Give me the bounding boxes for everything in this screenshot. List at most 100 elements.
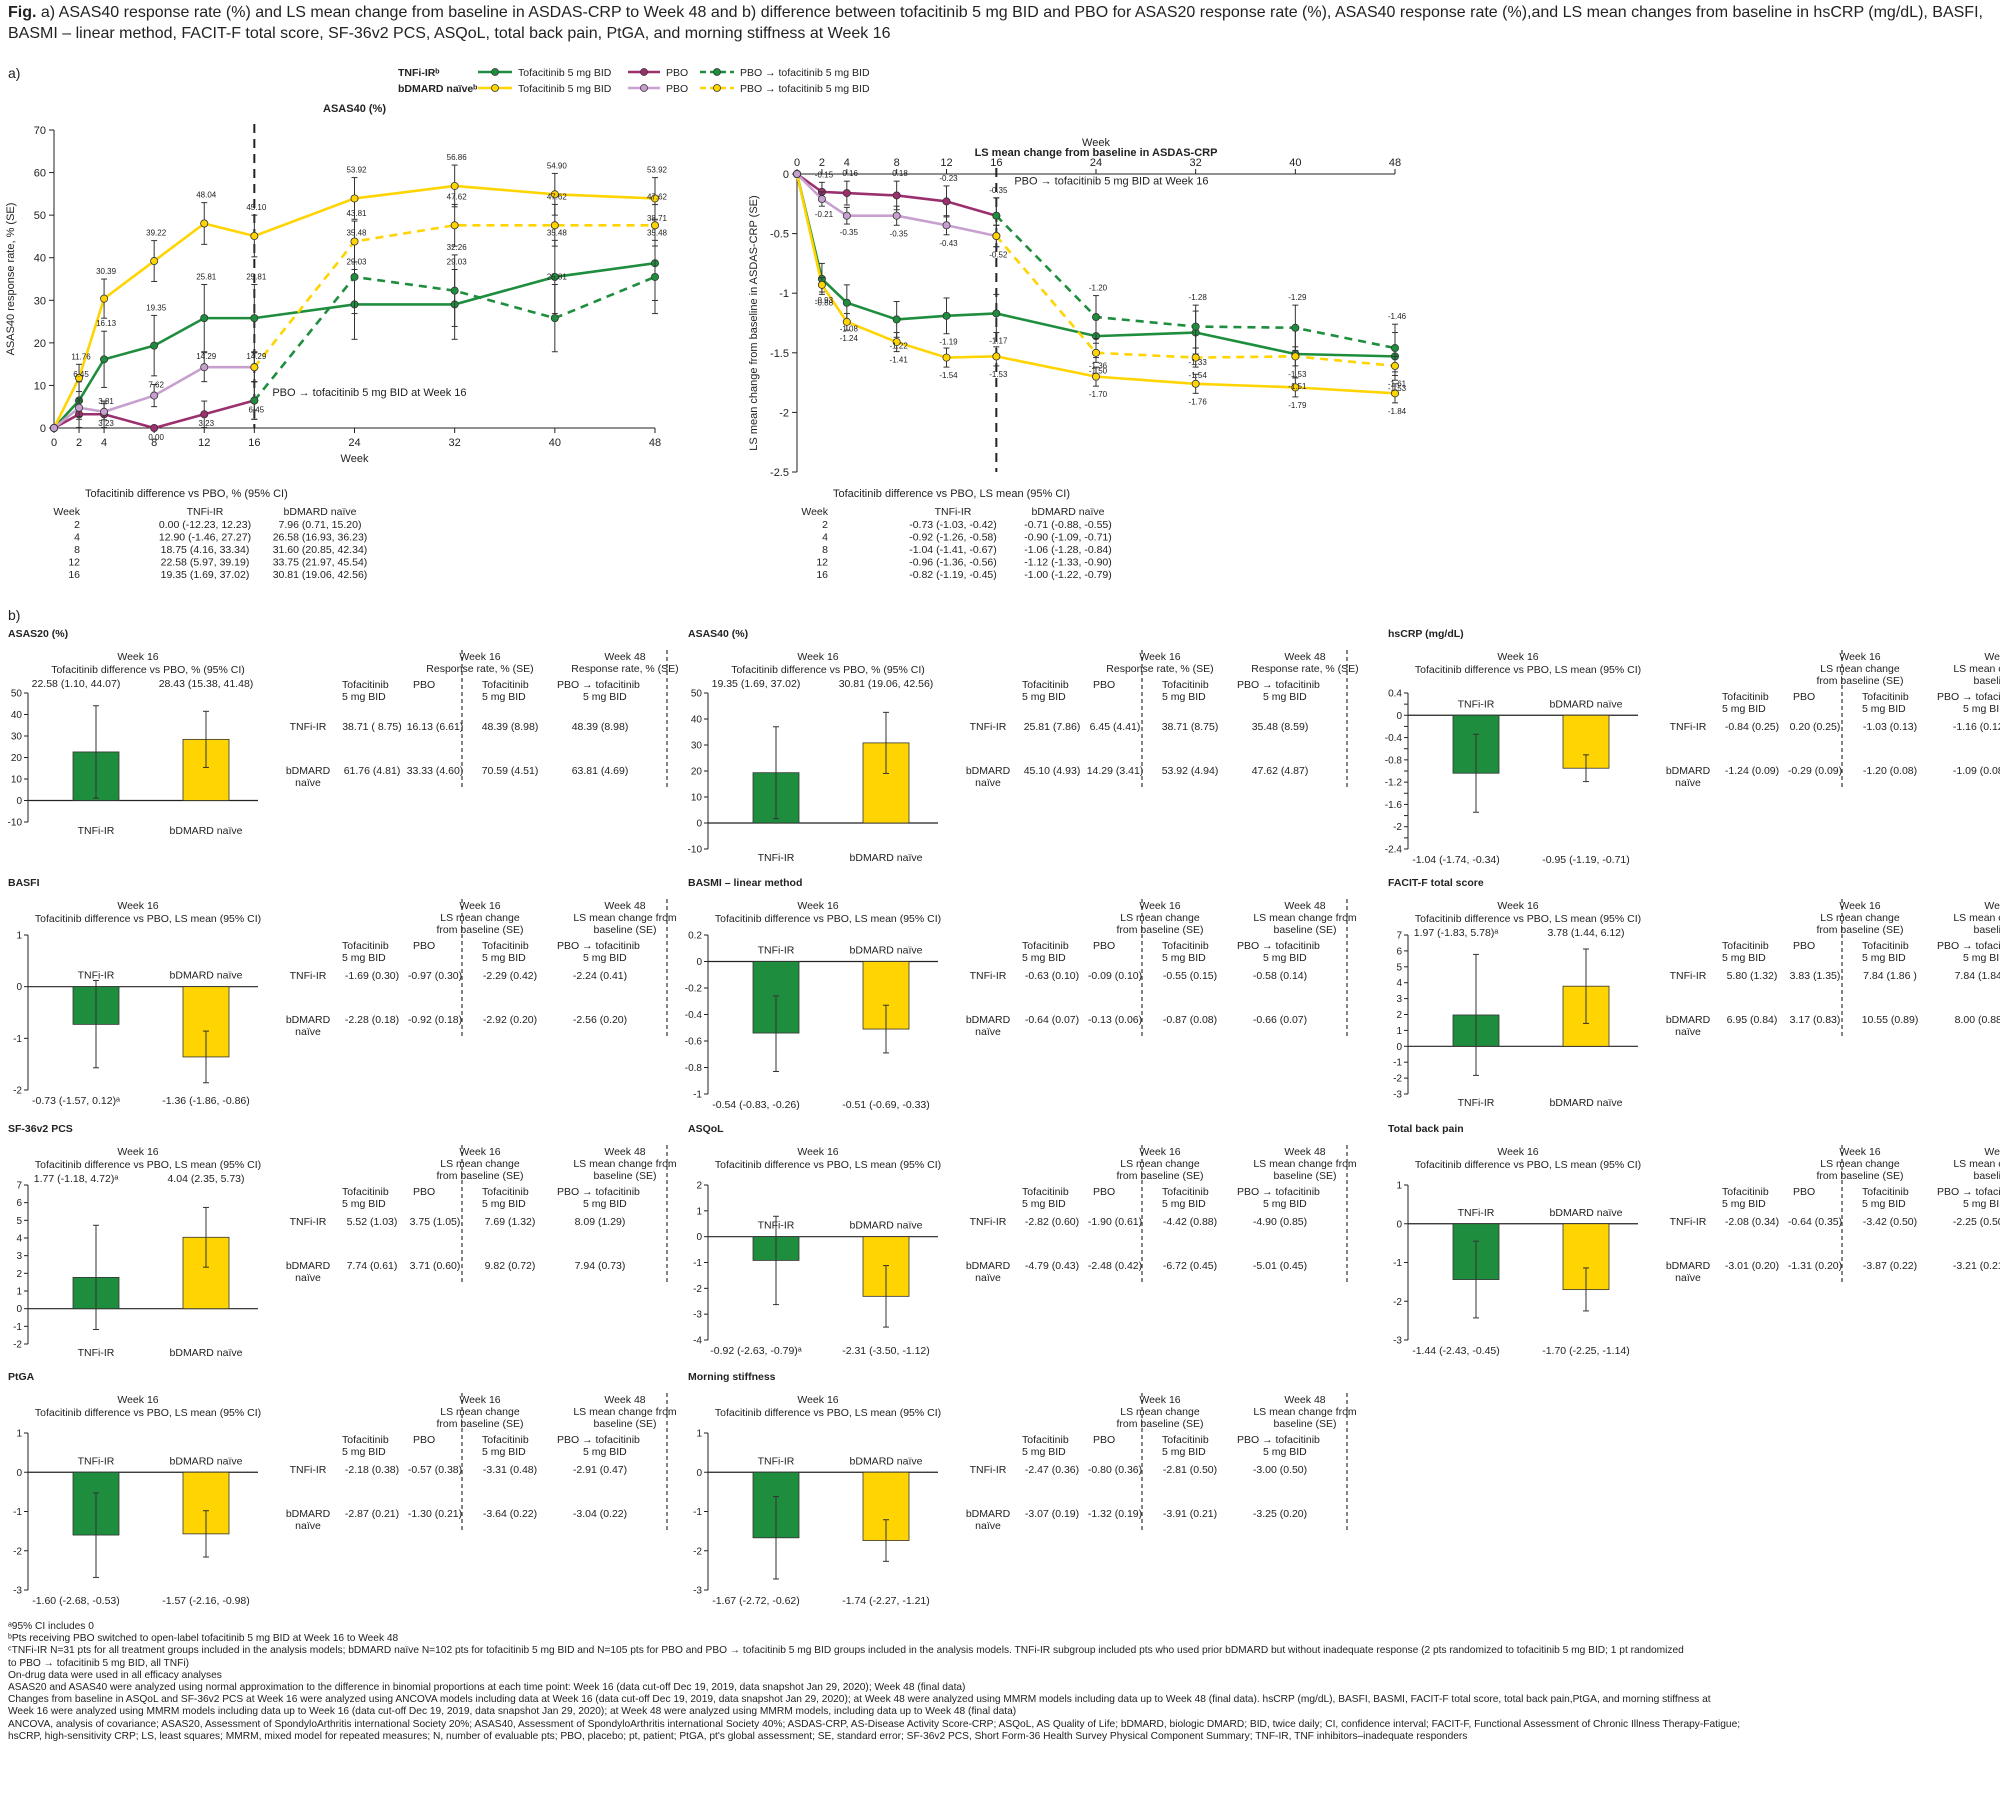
col-head: 5 mg BID (1022, 1446, 1066, 1458)
table-subhead: from baseline (SE) (1817, 924, 1904, 936)
series-line (52, 184, 656, 429)
data-point (992, 211, 1001, 220)
table-week48: Week 48 (1984, 900, 2000, 912)
data-point (842, 211, 851, 220)
data-point (200, 363, 209, 372)
table-subhead: baseline (SE) (1273, 1418, 1336, 1430)
row-label: TNFi-IR (970, 1216, 1007, 1228)
x-tick-label: 8 (894, 157, 900, 169)
data-label: -0.52 (989, 251, 1008, 260)
col-head: PBO (1793, 691, 1815, 703)
data-point (842, 317, 851, 326)
table-cell: -4.42 (0.88) (1163, 1216, 1217, 1228)
table-subhead: LS mean change (440, 1158, 520, 1170)
col-head: 5 mg BID (1862, 1198, 1906, 1210)
table-subhead: LS mean change from (1953, 663, 2000, 675)
diff-table-cell: 26.58 (16.93, 36.23) (273, 532, 368, 544)
panel-title: FACIT-F total score (1388, 877, 1484, 889)
data-point (250, 363, 259, 372)
ci-label: -0.73 (-1.57, 0.12)ᵃ (32, 1095, 120, 1107)
category-label: TNFi-IR (78, 1347, 115, 1359)
data-point (817, 195, 826, 204)
y-tick-label: 6 (16, 1198, 22, 1209)
row-label: naïve (975, 1026, 1001, 1038)
data-label: -0.35 (840, 228, 859, 237)
table-cell: -1.90 (0.61) (1088, 1216, 1142, 1228)
row-label: TNFi-IR (1670, 1216, 1707, 1228)
table-week48: Week 48 (1984, 1146, 2000, 1158)
row-label: naïve (295, 1026, 321, 1038)
data-label: 47.62 (447, 192, 468, 201)
y-tick-label: 40 (691, 715, 703, 726)
ci-label: 28.43 (15.38, 41.48) (159, 678, 254, 690)
table-cell: -6.72 (0.45) (1163, 1260, 1217, 1272)
table-cell: 5.52 (1.03) (347, 1216, 398, 1228)
table-cell: -0.57 (0.38) (408, 1464, 462, 1476)
x-tick-label: 48 (649, 437, 661, 449)
legend-bd-switch-marker (713, 84, 721, 92)
series-line (53, 399, 255, 430)
y-tick-label: -10 (688, 845, 703, 856)
data-label: -1.20 (1089, 284, 1108, 293)
table-cell: 25.81 (7.86) (1024, 721, 1081, 733)
legend-tnf-pbo-marker (640, 68, 648, 76)
col-head: PBO → tofacitinib (1937, 1186, 2000, 1198)
table-week48: Week 48 (1284, 651, 1325, 663)
col-head: PBO → tofacitinib (1237, 940, 1320, 952)
x-axis-label: Week (1082, 137, 1110, 149)
category-label: TNFi-IR (1458, 698, 1495, 710)
table-cell: -0.13 (0.06) (1088, 1014, 1142, 1026)
series-line (53, 261, 656, 429)
ci-label: -2.31 (-3.50, -1.12) (842, 1345, 930, 1357)
legend-tnf-switch-marker (713, 68, 721, 76)
category-label: bDMARD naïve (850, 1455, 923, 1467)
table-subhead: LS mean change from (573, 1406, 677, 1418)
data-label: 39.22 (146, 229, 167, 238)
category-label: bDMARD naïve (170, 825, 243, 837)
chart-title: ASAS40 (%) (323, 103, 386, 115)
y-tick-label: -0.2 (685, 984, 703, 995)
table-subhead: Response rate, % (SE) (571, 663, 678, 675)
row-label: naïve (975, 777, 1001, 789)
col-head: 5 mg BID (1162, 1446, 1206, 1458)
col-head: 5 mg BID (1263, 952, 1307, 964)
table-cell: 63.81 (4.69) (572, 765, 629, 777)
col-head: PBO (1093, 1186, 1115, 1198)
panel-title: SF-36v2 PCS (8, 1123, 73, 1135)
data-point (75, 403, 84, 412)
asdas-line-chart: LS mean change from baseline in ASDAS-CR… (748, 137, 1407, 479)
y-tick-label: -2 (1393, 1297, 1402, 1308)
table-cell: -3.64 (0.22) (483, 1508, 537, 1520)
col-head: Tofacitinib (342, 1434, 389, 1446)
data-point (892, 338, 901, 347)
data-label: -1.84 (1388, 407, 1407, 416)
data-label: 0.00 (148, 433, 164, 442)
y-tick-label: 1 (696, 1206, 702, 1217)
panel-title: ASAS40 (%) (688, 628, 748, 640)
data-label: -0.16 (840, 169, 859, 178)
table-week16: Week 16 (459, 900, 500, 912)
y-tick-label: -2 (13, 1546, 22, 1557)
data-point (992, 352, 1001, 361)
diff-table-title: Tofacitinib difference vs PBO, LS mean (… (833, 488, 1070, 500)
col-head: PBO → tofacitinib (1937, 691, 2000, 703)
table-cell: 9.82 (0.72) (485, 1260, 536, 1272)
table-cell: 38.71 ( 8.75) (342, 721, 402, 733)
panel-title: Morning stiffness (688, 1371, 776, 1383)
data-point (1092, 372, 1101, 381)
data-label: 47.62 (647, 193, 668, 202)
ci-label: -0.95 (-1.19, -0.71) (1542, 854, 1630, 866)
row-label: bDMARD (286, 1260, 331, 1272)
table-week16: Week 16 (459, 1394, 500, 1406)
data-point (250, 314, 259, 323)
row-label: naïve (295, 1520, 321, 1532)
table-cell: -3.31 (0.48) (483, 1464, 537, 1476)
table-subhead: LS mean change from (1253, 1158, 1357, 1170)
table-cell: -1.09 (0.08) (1953, 765, 2000, 777)
x-tick-label: 40 (549, 437, 561, 449)
series-line (795, 173, 1396, 358)
y-tick-label: -1 (13, 1034, 22, 1045)
col-head: Tofacitinib (1722, 691, 1769, 703)
y-tick-label: 50 (34, 210, 46, 222)
